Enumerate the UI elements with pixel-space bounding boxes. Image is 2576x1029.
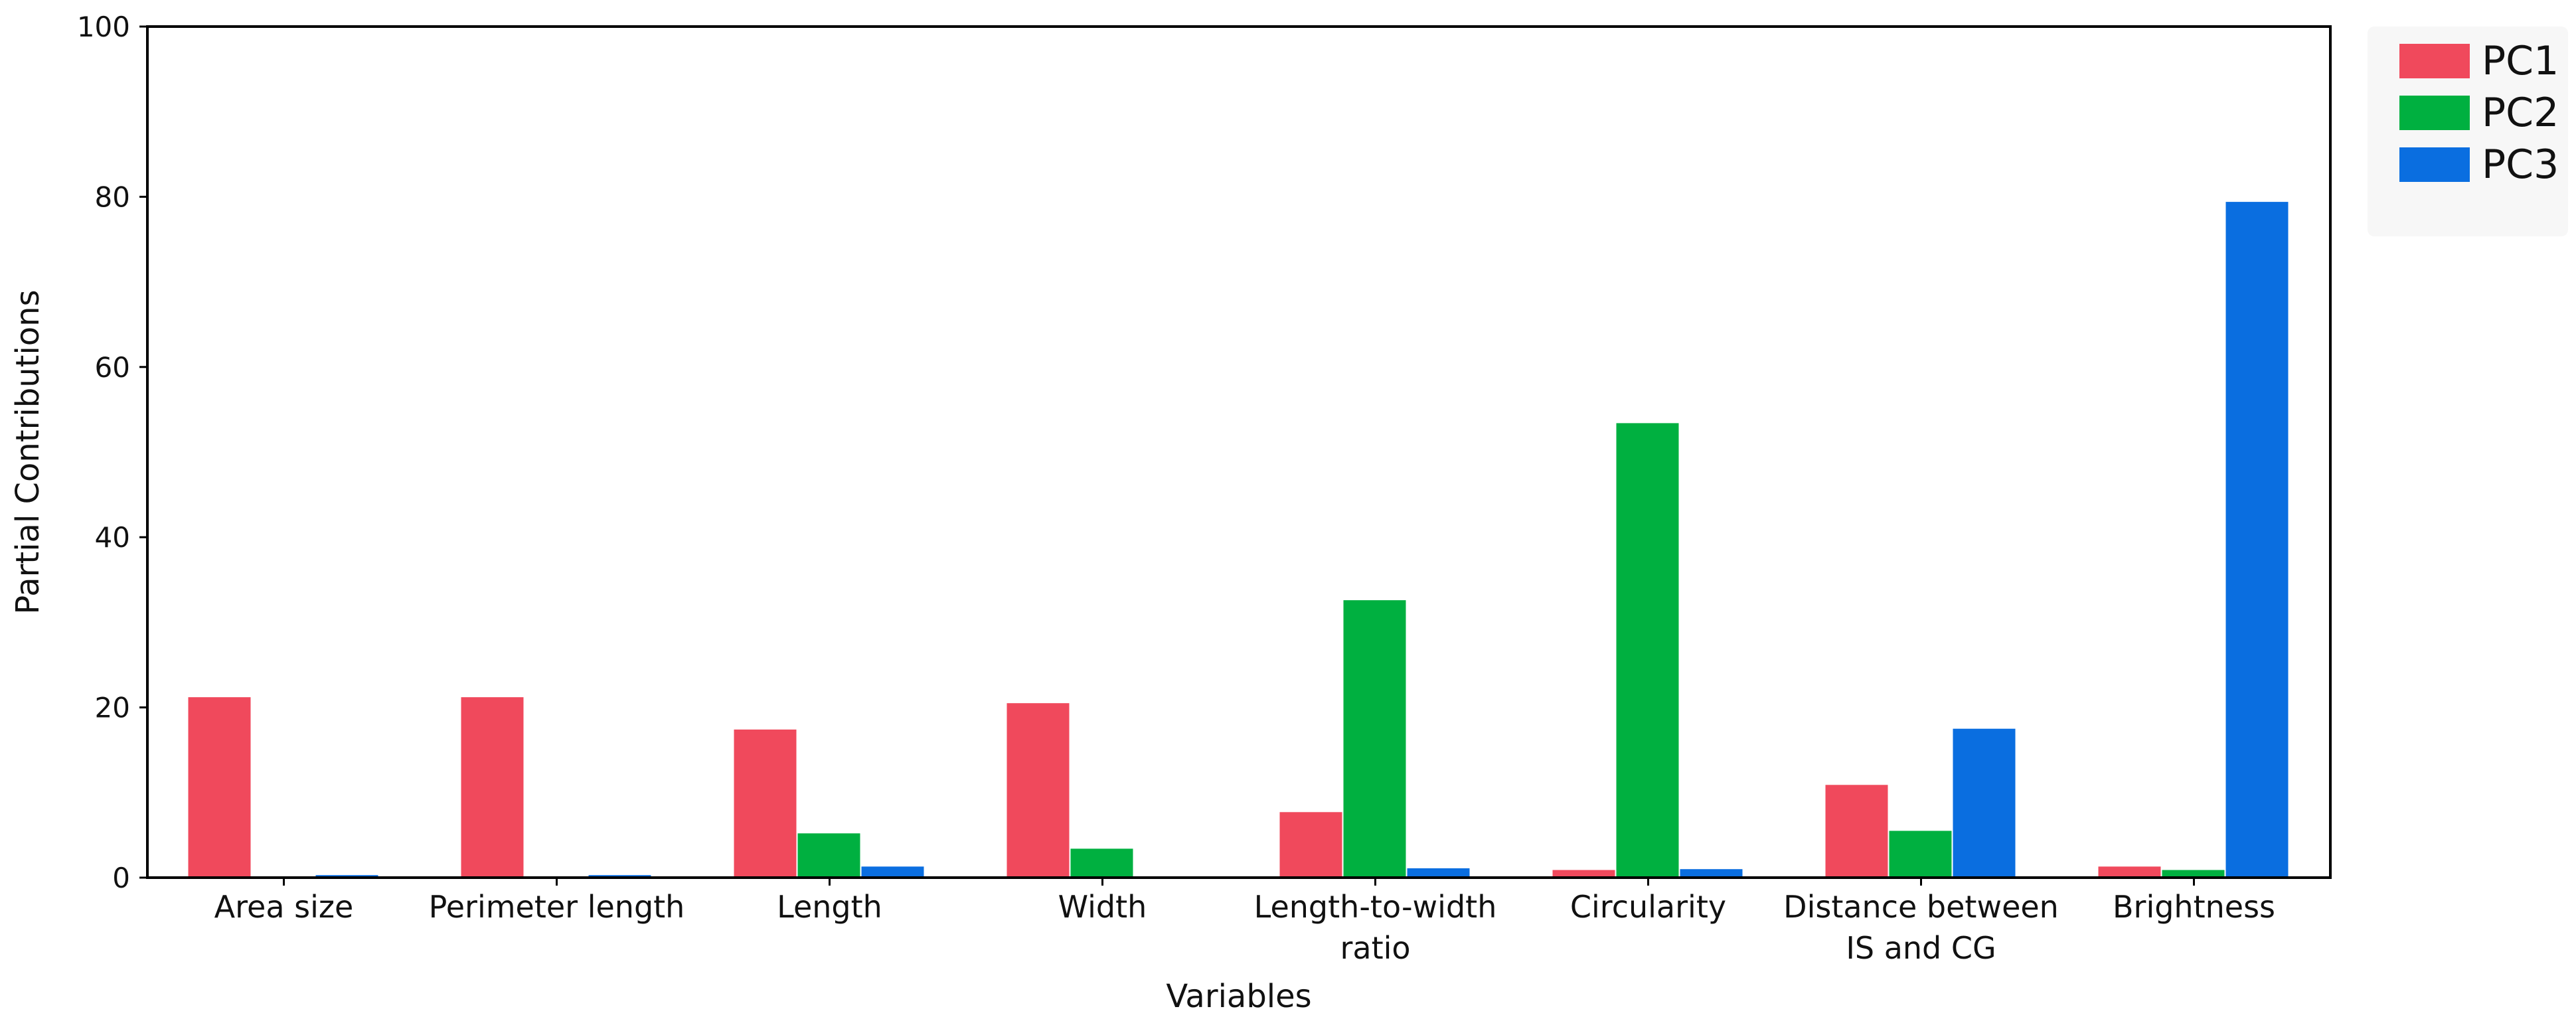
- bar-pc2-2: [797, 833, 860, 878]
- x-tick-label-1: Perimeter length: [429, 889, 685, 925]
- legend-swatch-pc1: [2399, 44, 2470, 78]
- y-tick-label-5: 100: [77, 11, 130, 43]
- bar-pc1-0: [188, 697, 251, 878]
- x-tick-label-0: Area size: [214, 889, 354, 925]
- bar-pc1-1: [461, 697, 524, 878]
- x-tick-label-6: Distance between: [1783, 889, 2059, 925]
- bar-pc1-2: [734, 729, 797, 878]
- bar-pc2-3: [1070, 848, 1133, 878]
- y-tick-label-3: 60: [95, 351, 130, 384]
- legend: PC1 PC2 PC3: [2368, 27, 2568, 236]
- bar-pc3-5: [1680, 869, 1743, 878]
- legend-label-pc2: PC2: [2482, 90, 2559, 136]
- bar-pc1-4: [1279, 812, 1342, 878]
- bar-pc1-3: [1006, 703, 1070, 878]
- x-tick-label-2: Length: [777, 889, 882, 925]
- x-tick-label-4: Length-to-width: [1254, 889, 1497, 925]
- x-tick-label-4-line1: ratio: [1340, 930, 1410, 966]
- plot-area-frame: [146, 25, 2332, 879]
- legend-swatch-pc3: [2399, 147, 2470, 182]
- bar-pc2-4: [1343, 600, 1406, 878]
- bar-pc3-6: [1953, 728, 2016, 878]
- y-tick-label-0: 0: [112, 862, 130, 894]
- bar-pc2-5: [1616, 423, 1679, 878]
- legend-background: [2368, 27, 2568, 236]
- bar-pc1-7: [2098, 866, 2161, 878]
- legend-swatch-pc2: [2399, 96, 2470, 130]
- bar-pc3-7: [2225, 202, 2289, 878]
- x-tick-label-3: Width: [1058, 889, 1147, 925]
- y-tick-label-4: 80: [95, 181, 130, 213]
- legend-label-pc1: PC1: [2482, 38, 2559, 84]
- x-tick-label-6-line1: IS and CG: [1846, 930, 1996, 966]
- bar-pc2-6: [1889, 831, 1952, 878]
- x-tick-label-7: Brightness: [2113, 889, 2275, 925]
- x-tick-label-5: Circularity: [1570, 889, 1726, 925]
- bars: [188, 202, 2289, 878]
- x-axis-title: Variables: [1166, 978, 1311, 1015]
- bar-pc3-2: [861, 866, 924, 878]
- legend-label-pc3: PC3: [2482, 141, 2559, 188]
- y-tick-label-2: 40: [95, 521, 130, 554]
- bar-pc1-6: [1825, 785, 1888, 878]
- bar-pc3-4: [1407, 868, 1470, 878]
- y-axis-title: Partial Contributions: [9, 289, 46, 614]
- y-tick-label-1: 20: [95, 692, 130, 724]
- bar-pc2-7: [2162, 870, 2225, 878]
- x-axis-ticks: Area size Perimeter length Length Width Leng…: [214, 878, 2275, 966]
- bar-pc1-5: [1552, 870, 1615, 878]
- y-axis-ticks: 0 20 40 60 80 100: [77, 11, 147, 894]
